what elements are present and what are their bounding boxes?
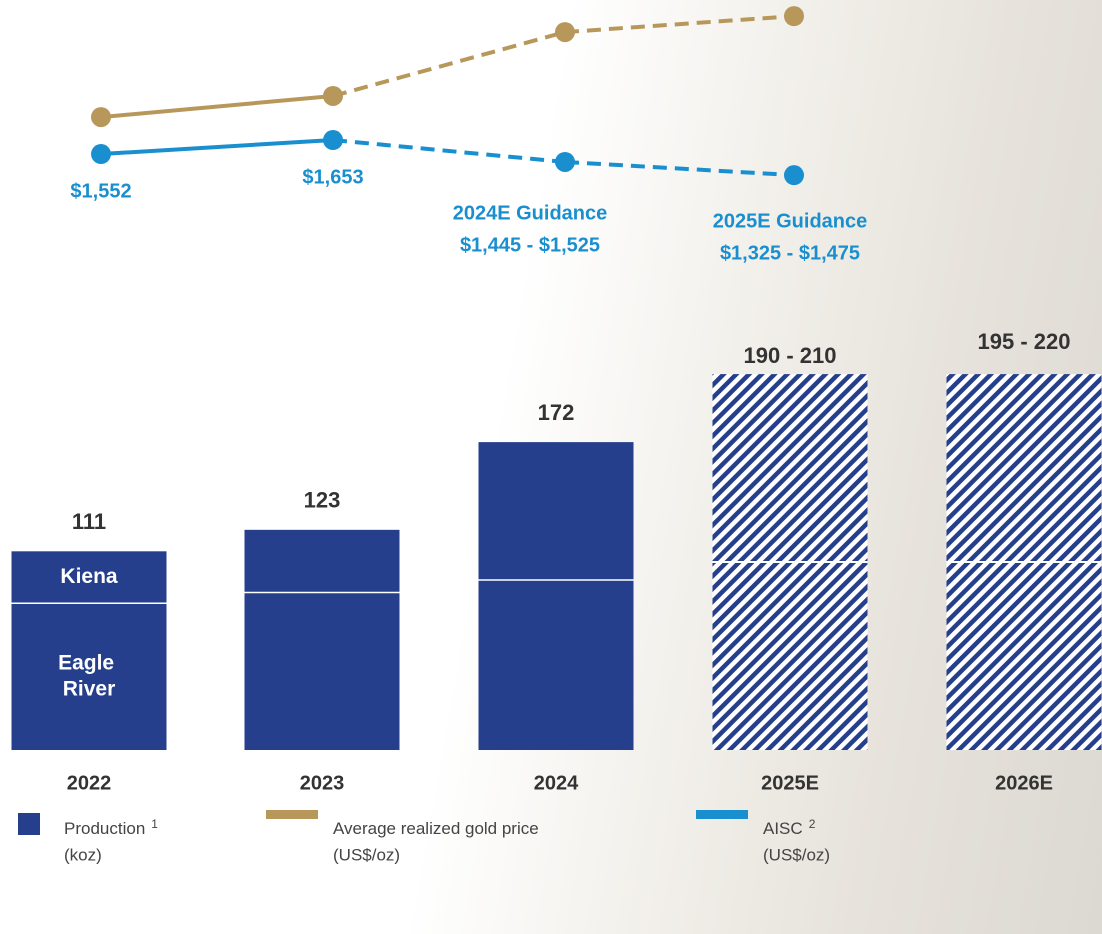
line-marker [323,85,343,106]
x-tick-label: 2022 [67,772,112,794]
segment-label: Kiena [60,565,118,588]
legend-label: Production 1 [64,817,158,838]
legend-text: Production [64,819,145,838]
line-segment [332,138,566,164]
total-range-label: 195 - 220 [978,329,1071,354]
bar-segment [712,374,868,563]
line-segment [100,93,334,120]
bar-segment [946,374,1102,563]
line-marker [555,151,575,172]
x-tick-label: 2023 [300,772,345,794]
legend-text: AISC [763,819,803,838]
legend-unit: (US$/oz) [763,845,830,864]
line-marker [91,144,111,165]
value-label: $1,653 [302,166,363,188]
legend-text: Average realized gold price [333,819,539,838]
guidance-range: $1,445 - $1,525 [460,234,600,256]
total-label: 172 [538,400,575,425]
legend-swatch [696,810,748,819]
bar-segment [478,442,634,580]
guidance-title: 2025E Guidance [713,210,868,232]
x-tick-label: 2024 [534,772,579,794]
line-segment [100,138,334,157]
bar-segment [712,562,868,750]
line-segment [332,30,566,98]
bar-segment [946,562,1102,750]
legend-swatch [266,810,318,819]
legend-label: AISC 2 [763,817,816,838]
line-marker [784,6,804,27]
guidance-range: $1,325 - $1,475 [720,242,860,264]
line-segment [564,14,795,35]
segment-label: Eagle River [58,651,120,700]
total-label: 111 [72,509,106,534]
legend-note: 2 [809,817,816,831]
total-label: 123 [304,488,341,513]
legend-swatch [18,813,40,835]
bar-segment [244,529,400,593]
line-marker [555,22,575,43]
bar-segment [244,592,400,750]
bar-segment [11,603,167,750]
bar-segment [11,551,167,604]
legend-unit: (koz) [64,845,102,864]
x-tick-label: 2026E [995,772,1053,794]
line-segment [564,159,795,178]
line-marker [91,107,111,128]
guidance-title: 2024E Guidance [453,202,608,224]
bar-segment [478,579,634,750]
line-marker [784,165,804,186]
line-marker [323,130,343,151]
x-tick-label: 2025E [761,772,819,794]
value-label: $1,552 [70,180,131,202]
legend-unit: (US$/oz) [333,845,400,864]
total-range-label: 190 - 210 [744,343,837,368]
legend-label: Average realized gold price [333,819,539,838]
legend-note: 1 [151,817,158,831]
